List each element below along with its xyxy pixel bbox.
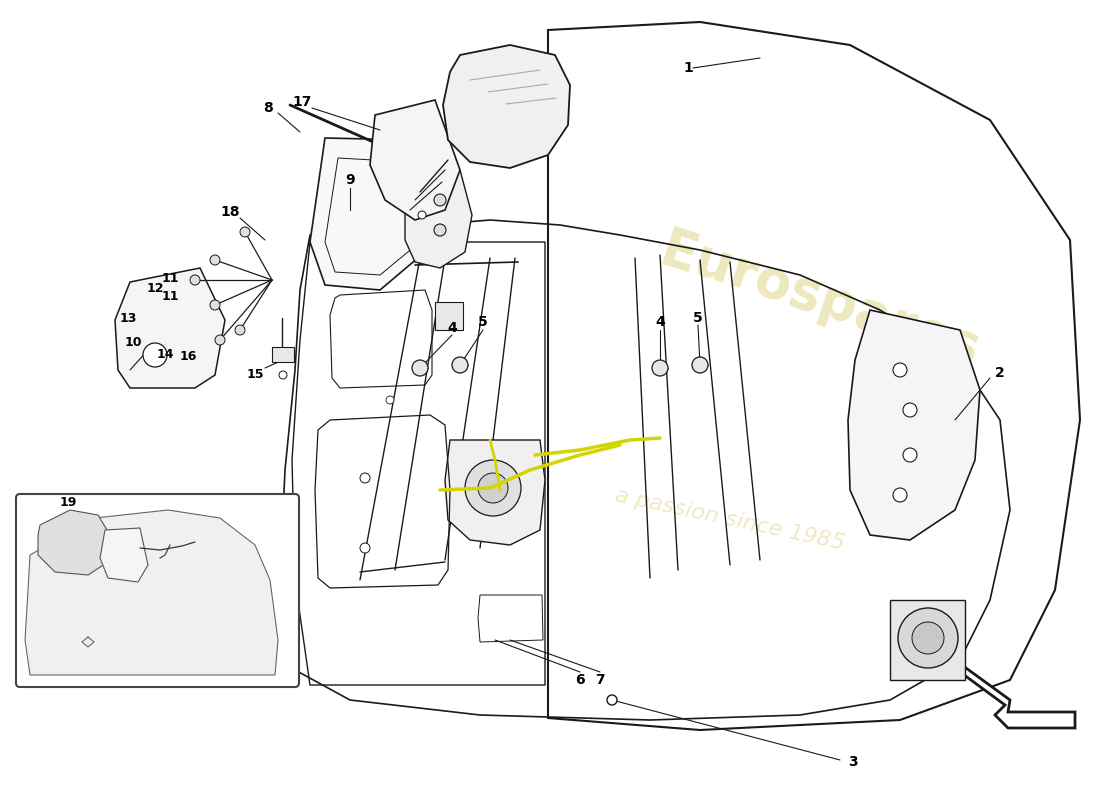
Text: 8: 8 — [263, 101, 273, 115]
Text: 11: 11 — [162, 271, 178, 285]
Text: 18: 18 — [220, 205, 240, 219]
Text: 9: 9 — [345, 173, 355, 187]
Bar — [272, 347, 294, 362]
Text: 15: 15 — [246, 369, 264, 382]
Circle shape — [465, 460, 521, 516]
Text: 7: 7 — [595, 673, 605, 687]
Circle shape — [210, 255, 220, 265]
Circle shape — [478, 473, 508, 503]
Circle shape — [412, 360, 428, 376]
Polygon shape — [116, 268, 226, 388]
Circle shape — [360, 543, 370, 553]
Circle shape — [210, 300, 220, 310]
Text: a passion since 1985: a passion since 1985 — [614, 486, 847, 554]
Circle shape — [434, 224, 446, 236]
Circle shape — [652, 360, 668, 376]
Polygon shape — [405, 162, 472, 268]
Circle shape — [893, 488, 907, 502]
Text: 5: 5 — [478, 315, 488, 329]
Polygon shape — [25, 510, 278, 675]
Circle shape — [82, 637, 94, 647]
Circle shape — [903, 448, 917, 462]
Bar — [434, 302, 463, 330]
Text: 4: 4 — [656, 315, 664, 329]
Text: 16: 16 — [179, 350, 197, 363]
Polygon shape — [100, 528, 148, 582]
Text: 11: 11 — [162, 290, 178, 302]
Text: 6: 6 — [575, 673, 585, 687]
Circle shape — [893, 363, 907, 377]
Text: 12: 12 — [146, 282, 164, 294]
Text: 3: 3 — [848, 755, 858, 769]
Text: 10: 10 — [124, 335, 142, 349]
Text: 14: 14 — [156, 347, 174, 361]
Polygon shape — [370, 100, 460, 220]
Circle shape — [143, 343, 167, 367]
Circle shape — [386, 396, 394, 404]
Circle shape — [360, 473, 370, 483]
Text: 17: 17 — [293, 95, 311, 109]
Circle shape — [912, 622, 944, 654]
Text: 2: 2 — [996, 366, 1005, 380]
Circle shape — [214, 335, 225, 345]
Polygon shape — [443, 45, 570, 168]
Text: 4: 4 — [447, 321, 456, 335]
Polygon shape — [446, 440, 544, 545]
Circle shape — [692, 357, 708, 373]
Circle shape — [196, 551, 204, 559]
Circle shape — [898, 608, 958, 668]
FancyBboxPatch shape — [16, 494, 299, 687]
Circle shape — [235, 325, 245, 335]
Circle shape — [452, 357, 468, 373]
Text: 13: 13 — [119, 311, 136, 325]
Circle shape — [607, 695, 617, 705]
Polygon shape — [39, 510, 110, 575]
Text: 1: 1 — [683, 61, 693, 75]
Bar — [890, 600, 965, 680]
Text: 5: 5 — [693, 311, 703, 325]
Circle shape — [191, 539, 199, 547]
Polygon shape — [960, 668, 1075, 728]
Polygon shape — [848, 310, 980, 540]
Circle shape — [240, 227, 250, 237]
Text: 19: 19 — [59, 495, 77, 509]
Circle shape — [418, 211, 426, 219]
Polygon shape — [310, 138, 446, 290]
Circle shape — [903, 403, 917, 417]
Circle shape — [434, 194, 446, 206]
Circle shape — [190, 275, 200, 285]
Circle shape — [279, 371, 287, 379]
Text: Eurospares: Eurospares — [653, 224, 987, 376]
